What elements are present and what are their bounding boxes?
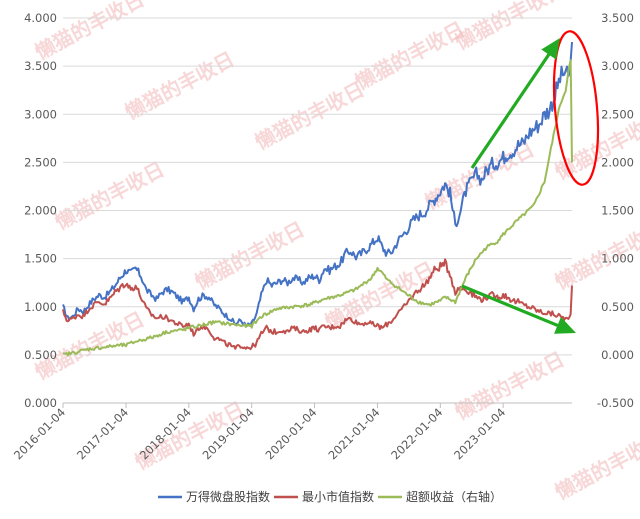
x-axis: 2016-01-04 2017-01-04 2018-01-04 2019-01-04…	[11, 402, 572, 462]
watermark-text: 懒猫的丰收日	[121, 47, 238, 125]
x-tick-label: 2022-01-04	[388, 405, 445, 462]
y-left-tick-label: 0.500	[24, 348, 57, 362]
highlight-ellipse	[552, 30, 600, 186]
watermark-text: 懒猫的丰收日	[31, 307, 148, 385]
y-right-tick-label: 2.500	[601, 107, 634, 121]
y-left-tick-label: 2.000	[24, 204, 57, 218]
y-right-tick-label: 1.500	[601, 204, 634, 218]
series-line-1	[62, 42, 573, 327]
arrow-up-head	[541, 38, 560, 60]
x-tick-label: 2016-01-04	[11, 405, 68, 462]
y-right-tick-label: 2.000	[601, 155, 634, 169]
legend-label-3: 超额收益（右轴）	[406, 489, 502, 504]
series-line-2	[62, 258, 573, 351]
x-tick-label: 2021-01-04	[325, 405, 382, 462]
series-line-3	[62, 59, 573, 357]
arrow-down-shaft	[461, 284, 570, 332]
y-left-tick-label: 3.500	[24, 59, 57, 73]
watermark-text: 懒猫的丰收日	[551, 427, 640, 505]
watermark-text: 懒猫的丰收日	[351, 17, 468, 95]
legend-label-1: 万得微盘股指数	[186, 489, 270, 504]
arrow-up-shaft	[470, 44, 557, 169]
watermark-text: 懒猫的丰收日	[251, 77, 368, 155]
x-tick-label: 2020-01-04	[262, 405, 319, 462]
y-right-tick-label: 0.500	[601, 300, 634, 314]
legend: 万得微盘股指数 最小市值指数 超额收益（右轴）	[158, 489, 502, 504]
arrow-down-head	[554, 317, 576, 334]
y-axis-right: -0.500 0.000 0.500 1.000 1.500 2.000 2.500 3.00…	[597, 11, 634, 410]
y-left-tick-label: 4.000	[24, 11, 57, 25]
watermark-text: 懒猫的丰收日	[51, 157, 168, 235]
x-tick-label: 2017-01-04	[74, 405, 131, 462]
y-right-tick-label: 0.000	[601, 348, 634, 362]
y-left-tick-label: 2.500	[24, 155, 57, 169]
y-right-tick-label: -0.500	[597, 396, 634, 410]
annotation-layer	[461, 30, 600, 334]
arrow-down	[461, 284, 576, 334]
y-left-tick-label: 0.000	[24, 396, 57, 410]
y-right-tick-label: 3.500	[601, 11, 634, 25]
y-right-tick-label: 1.000	[601, 252, 634, 266]
y-right-tick-label: 3.000	[601, 59, 634, 73]
y-left-tick-label: 3.000	[24, 107, 57, 121]
arrow-up	[470, 38, 560, 169]
watermark-text: 懒猫的丰收日	[451, 347, 568, 425]
y-left-tick-label: 1.000	[24, 300, 57, 314]
y-axis-left: 0.000 0.500 1.000 1.500 2.000 2.500 3.000 3.500…	[24, 11, 57, 410]
legend-label-2: 最小市值指数	[302, 489, 374, 504]
y-left-tick-label: 1.500	[24, 252, 57, 266]
watermark-text: 懒猫的丰收日	[31, 0, 148, 64]
gridlines	[63, 17, 572, 404]
series-layer	[62, 42, 573, 357]
